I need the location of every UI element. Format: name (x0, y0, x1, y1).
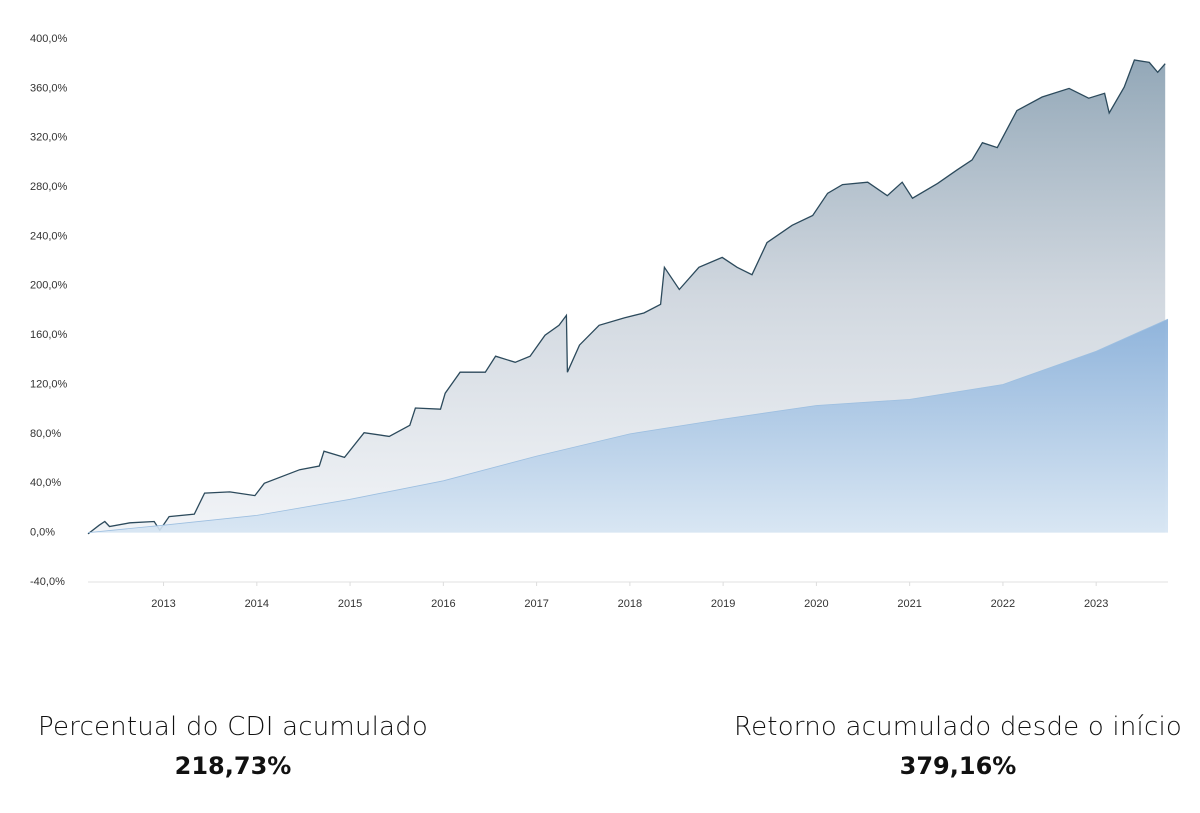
x-tick-label: 2020 (804, 598, 828, 610)
line (87, 59, 1166, 535)
y-tick-label: 280,0% (30, 181, 68, 193)
x-tick-label: 2013 (151, 598, 175, 610)
x-tick-label: 2015 (338, 598, 362, 610)
x-tick-label: 2016 (431, 598, 455, 610)
y-tick-label: 0,0% (30, 527, 55, 539)
x-tick-label: 2022 (991, 598, 1015, 610)
x-tick-label: 2021 (897, 598, 921, 610)
y-tick-label: -40,0% (30, 576, 65, 588)
x-tick-label: 2019 (711, 598, 735, 610)
stat-value: 379,16% (899, 752, 1017, 780)
y-tick-label: 400,0% (30, 33, 68, 45)
y-tick-label: 40,0% (30, 477, 61, 489)
x-tick-label: 2023 (1084, 598, 1108, 610)
x-tick-label: 2017 (524, 598, 548, 610)
stat-return: Retorno acumulado desde o início 379,16% (716, 712, 1200, 780)
x-tick-label: 2018 (618, 598, 642, 610)
y-tick-label: 120,0% (30, 378, 68, 390)
stat-label: Retorno acumulado desde o início (734, 712, 1182, 742)
chart: -40,0% 0,0% 40,0% 80,0% 120,0% 160,0% 200,0% 24… (30, 33, 1169, 610)
x-tick-label: 2014 (245, 598, 269, 610)
area (88, 319, 1168, 533)
y-tick-label: 240,0% (30, 230, 68, 242)
y-tick-label: 320,0% (30, 132, 68, 144)
stat-label: Percentual do CDI acumulado (38, 712, 428, 742)
y-tick-label: 360,0% (30, 82, 68, 94)
y-tick-label: 200,0% (30, 280, 68, 292)
line (87, 318, 1169, 533)
stat-value: 218,73% (174, 752, 292, 780)
y-tick-label: 80,0% (30, 428, 61, 440)
stat-cdi: Percentual do CDI acumulado 218,73% (0, 712, 466, 780)
y-tick-label: 160,0% (30, 329, 68, 341)
